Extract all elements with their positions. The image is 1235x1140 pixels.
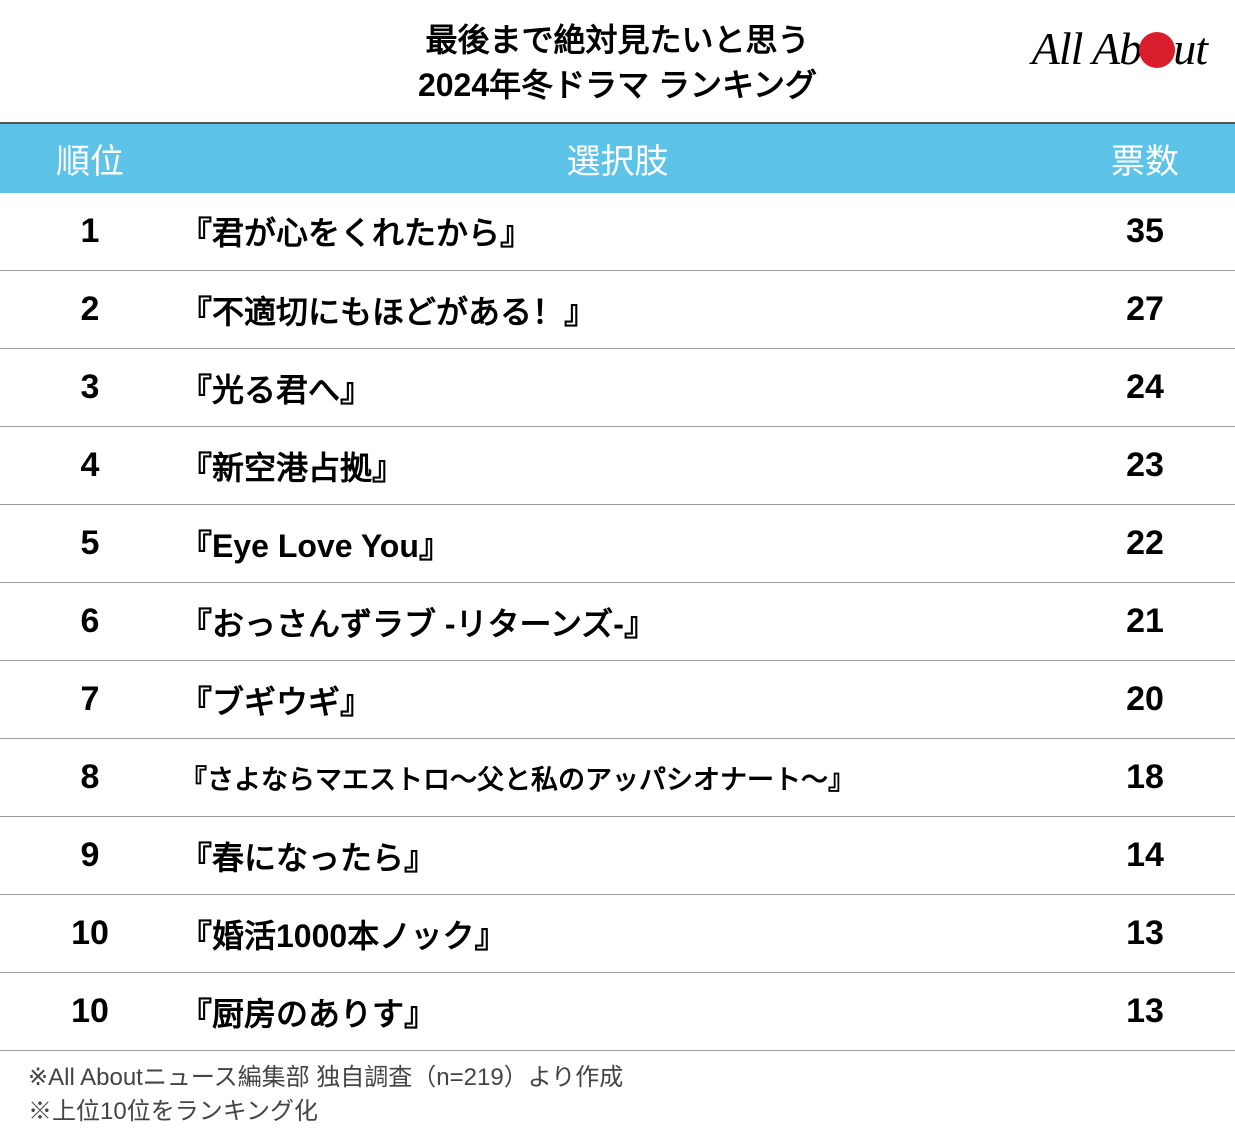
rank-cell: 7 [0,661,180,739]
column-header-votes: 票数 [1055,124,1235,193]
table-row: 10『厨房のありす』13 [0,973,1235,1051]
choice-cell: 『Eye Love You』 [180,505,1055,583]
votes-cell: 27 [1055,271,1235,349]
choice-cell: 『ブギウギ』 [180,661,1055,739]
table-header-row: 順位 選択肢 票数 [0,124,1235,193]
column-header-rank: 順位 [0,124,180,193]
votes-cell: 13 [1055,895,1235,973]
table-row: 2『不適切にもほどがある！』27 [0,271,1235,349]
table-row: 4『新空港占拠』23 [0,427,1235,505]
choice-cell: 『婚活1000本ノック』 [180,895,1055,973]
header: 最後まで絶対見たいと思う 2024年冬ドラマ ランキング All Ab ut [0,0,1235,124]
choice-cell: 『おっさんずラブ -リターンズ-』 [180,583,1055,661]
rank-cell: 2 [0,271,180,349]
logo-dot-icon [1139,32,1175,68]
votes-cell: 18 [1055,739,1235,817]
footer-note-2: ※上位10位をランキング化 [28,1095,1235,1129]
choice-cell: 『さよならマエストロ～父と私のアッパシオナート～』 [180,739,1055,817]
table-body: 1『君が心をくれたから』352『不適切にもほどがある！』273『光る君へ』244… [0,193,1235,1051]
rank-cell: 3 [0,349,180,427]
ranking-container: 最後まで絶対見たいと思う 2024年冬ドラマ ランキング All Ab ut 順… [0,0,1235,1140]
choice-cell: 『厨房のありす』 [180,973,1055,1051]
table-row: 3『光る君へ』24 [0,349,1235,427]
votes-cell: 23 [1055,427,1235,505]
table-row: 10『婚活1000本ノック』13 [0,895,1235,973]
footer: ※All Aboutニュース編集部 独自調査（n=219）より作成 ※上位10位… [0,1051,1235,1140]
logo-text-pre: All Ab [1032,22,1141,75]
table-row: 8『さよならマエストロ～父と私のアッパシオナート～』18 [0,739,1235,817]
votes-cell: 21 [1055,583,1235,661]
votes-cell: 20 [1055,661,1235,739]
table-row: 9『春になったら』14 [0,817,1235,895]
ranking-table: 順位 選択肢 票数 1『君が心をくれたから』352『不適切にもほどがある！』27… [0,124,1235,1052]
column-header-choice: 選択肢 [180,124,1055,193]
table-row: 7『ブギウギ』20 [0,661,1235,739]
rank-cell: 10 [0,973,180,1051]
rank-cell: 8 [0,739,180,817]
rank-cell: 9 [0,817,180,895]
table-row: 1『君が心をくれたから』35 [0,193,1235,271]
rank-cell: 5 [0,505,180,583]
choice-cell: 『春になったら』 [180,817,1055,895]
votes-cell: 14 [1055,817,1235,895]
votes-cell: 13 [1055,973,1235,1051]
votes-cell: 22 [1055,505,1235,583]
choice-cell: 『君が心をくれたから』 [180,193,1055,271]
rank-cell: 10 [0,895,180,973]
logo-text-post: ut [1173,22,1207,75]
rank-cell: 4 [0,427,180,505]
table-row: 6『おっさんずラブ -リターンズ-』21 [0,583,1235,661]
choice-cell: 『新空港占拠』 [180,427,1055,505]
rank-cell: 1 [0,193,180,271]
table-row: 5『Eye Love You』22 [0,505,1235,583]
votes-cell: 35 [1055,193,1235,271]
allabout-logo: All Ab ut [1032,22,1207,75]
votes-cell: 24 [1055,349,1235,427]
rank-cell: 6 [0,583,180,661]
choice-cell: 『不適切にもほどがある！』 [180,271,1055,349]
choice-cell: 『光る君へ』 [180,349,1055,427]
